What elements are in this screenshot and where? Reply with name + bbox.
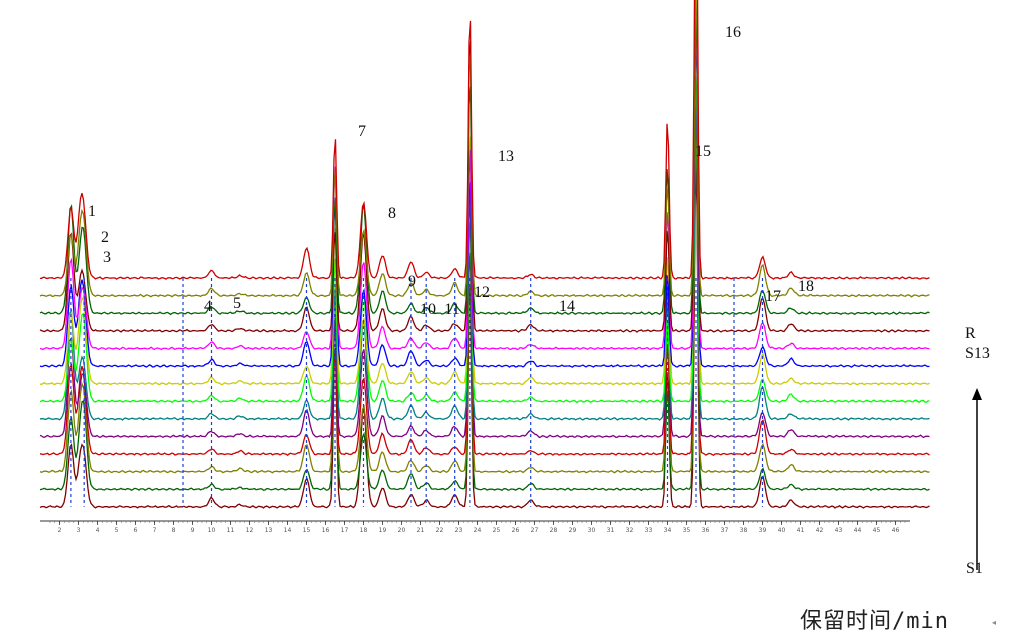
trace-line [39, 0, 930, 316]
x-tick-label: 19 [379, 527, 387, 534]
x-tick-label: 22 [436, 527, 444, 534]
peak-label-7: 7 [358, 123, 366, 140]
x-tick-label: 24 [474, 527, 482, 534]
x-tick-label: 36 [702, 527, 710, 534]
x-tick-label: 2 [58, 527, 62, 534]
x-tick-label: 44 [854, 527, 862, 534]
x-tick-label: 3 [77, 527, 81, 534]
peak-label-17: 17 [765, 288, 781, 305]
trace-line [39, 27, 930, 368]
x-tick-label: 21 [417, 527, 425, 534]
x-tick-label: 33 [645, 527, 653, 534]
trace-line [39, 17, 930, 351]
x-tick-label: 8 [172, 527, 176, 534]
x-tick-label: 31 [607, 527, 615, 534]
x-tick-label: 23 [455, 527, 463, 534]
peak-label-4: 4 [204, 298, 212, 315]
x-tick-label: 12 [246, 527, 254, 534]
peak-label-10: 10 [420, 301, 436, 318]
trace-line [39, 160, 930, 509]
x-tick-label: 4 [96, 527, 100, 534]
x-tick-label: 16 [322, 527, 330, 534]
peak-label-11: 11 [444, 301, 459, 318]
trace-line [39, 0, 930, 386]
trace-line [39, 76, 930, 404]
peak-label-14: 14 [559, 298, 575, 315]
x-tick-label: 46 [892, 527, 900, 534]
x-tick-label: 32 [626, 527, 634, 534]
x-tick-label: 11 [227, 527, 235, 534]
traces-group [39, 0, 930, 509]
x-tick-label: 26 [512, 527, 520, 534]
trace-line [39, 103, 930, 457]
stack-arrow-head [972, 388, 982, 400]
peak-label-13: 13 [498, 148, 514, 165]
x-tick-label: 30 [588, 527, 596, 534]
dashed-markers-group [70, 278, 764, 507]
peak-label-3: 3 [103, 249, 111, 266]
peak-label-16: 16 [725, 24, 741, 41]
x-tick-label: 15 [303, 527, 311, 534]
x-axis: 2 3 4 5 6 7 8 9 10 11 12 13 14 15 16 17 18 19 20 21 22 23 24 25… [40, 520, 910, 534]
x-tick-label: 29 [569, 527, 577, 534]
trace-line [39, 112, 930, 474]
trace-line [39, 93, 930, 439]
stack-direction-indicator: R S13 S1 [965, 325, 990, 577]
peak-label-8: 8 [388, 205, 396, 222]
x-tick-label: 7 [153, 527, 157, 534]
x-axis-title: 保留时间/min [800, 609, 949, 634]
x-tick-label: 39 [759, 527, 767, 534]
x-tick-label: 17 [341, 527, 349, 534]
x-tick-label: 42 [816, 527, 824, 534]
peak-label-12: 12 [474, 284, 490, 301]
peak-label-5: 5 [233, 295, 241, 312]
trace-line [39, 8, 930, 333]
peak-label-1: 1 [88, 203, 96, 220]
label-r: R [965, 325, 976, 342]
peak-label-15: 15 [695, 143, 711, 160]
x-tick-label: 38 [740, 527, 748, 534]
label-s13: S13 [965, 345, 990, 362]
label-s1: S1 [966, 560, 983, 577]
x-tick-label: 6 [134, 527, 138, 534]
corner-mark: ◂ [992, 618, 997, 627]
x-tick-label: 10 [208, 527, 216, 534]
x-tick-label: 40 [778, 527, 786, 534]
x-tick-label: 5 [115, 527, 119, 534]
x-tick-label: 13 [265, 527, 273, 534]
x-tick-label: 20 [398, 527, 406, 534]
trace-line [40, 85, 930, 421]
x-tick-label: 9 [191, 527, 195, 534]
x-tick-label: 45 [873, 527, 881, 534]
x-tick-label: 28 [550, 527, 558, 534]
x-tick-label: 41 [797, 527, 805, 534]
peak-label-9: 9 [408, 273, 416, 290]
trace-line [39, 0, 930, 298]
x-tick-label: 18 [360, 527, 368, 534]
x-tick-label: 34 [664, 527, 672, 534]
peak-label-18: 18 [798, 278, 814, 295]
trace-line [39, 0, 930, 280]
x-tick-label: 14 [284, 527, 292, 534]
x-tick-label: 25 [493, 527, 501, 534]
x-tick-label: 35 [683, 527, 691, 534]
x-tick-label: 43 [835, 527, 843, 534]
peak-label-2: 2 [101, 229, 109, 246]
x-tick-label: 37 [721, 527, 729, 534]
trace-line [39, 122, 930, 492]
x-tick-label: 27 [531, 527, 539, 534]
